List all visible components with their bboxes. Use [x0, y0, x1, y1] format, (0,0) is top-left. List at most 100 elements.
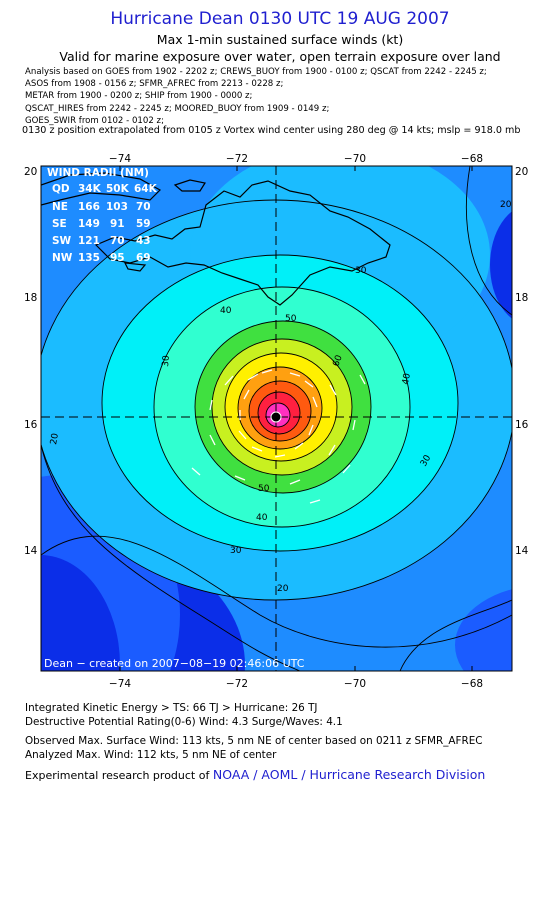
wind-barb: [359, 374, 366, 385]
contour-line: [194, 320, 372, 494]
contour-label: 40: [401, 372, 413, 385]
contour-label: 50: [285, 314, 297, 324]
contour-label: 20: [500, 200, 512, 210]
contour-line: [211, 338, 353, 476]
hurricane-eye-marker: [270, 411, 282, 423]
wind-barb: [247, 373, 259, 381]
wind-radii-cell: 135: [78, 252, 100, 264]
contour-label: 40: [220, 306, 232, 316]
wind-barb: [224, 375, 234, 386]
lat-tick-label: 14: [515, 545, 529, 557]
analysis-line: QSCAT_HIRES from 2242 - 2245 z; MOORED_B…: [25, 103, 330, 114]
wind-radii-cell: 43: [136, 235, 151, 247]
ike-line: Integrated Kinetic Energy > TS: 66 TJ > …: [25, 702, 318, 714]
observed-wind-line: Observed Max. Surface Wind: 113 kts, 5 n…: [25, 735, 483, 747]
coastline-hispaniola: [94, 180, 391, 306]
lon-tick-label: −68: [461, 678, 483, 690]
wind-radii-cell: 95: [110, 252, 125, 264]
wind-radii-cell: NW: [52, 252, 73, 264]
wind-radii-cell: 103: [106, 201, 128, 213]
map-subtitle-validity: Valid for marine exposure over water, op…: [59, 49, 501, 64]
wind-barb: [209, 399, 213, 411]
wind-radii-cell: 166: [78, 201, 100, 213]
wind-barb: [191, 467, 201, 476]
contour-line: [41, 444, 301, 671]
analysis-line: Analysis based on GOES from 1902 - 2202 …: [25, 67, 487, 77]
lat-tick-label: 20: [515, 166, 528, 178]
wind-radii-cell: SW: [52, 235, 72, 247]
wind-radii-title: WIND RADII (NM): [47, 167, 149, 179]
wind-barb: [209, 434, 216, 446]
contour-line: [41, 535, 512, 648]
contour-line: [237, 366, 323, 450]
contour-label: 60: [331, 354, 344, 368]
contour-label: 30: [230, 546, 242, 556]
wind-barb: [289, 372, 301, 377]
wind-map: −74 −72 −70 −68 −74 −72 −70 −68 20 18 16…: [0, 145, 560, 700]
contour-line: [265, 402, 291, 428]
wind-barb: [261, 369, 273, 374]
wind-band-deep-blue: [490, 211, 512, 319]
wind-barb: [342, 464, 351, 474]
lon-tick-label: −70: [344, 153, 366, 165]
analysis-line: GOES_SWIR from 0102 - 0102 z;: [25, 115, 164, 126]
contour-label: 50: [258, 484, 270, 494]
wind-barb: [294, 442, 304, 450]
map-credit: Dean − created on 2007−08−19 02:46:06 UT…: [44, 657, 305, 670]
wind-barb: [308, 424, 314, 436]
wind-band-deep-blue: [41, 555, 120, 671]
wind-radii-cell: NE: [52, 201, 68, 213]
coastline: [41, 172, 391, 306]
lon-tick-label: −72: [226, 153, 248, 165]
analyzed-wind-line: Analyzed Max. Wind: 112 kts, 5 nm NE of …: [25, 749, 277, 761]
wind-radii-cell: 149: [78, 218, 100, 230]
position-note: 0130 z position extrapolated from 0105 z…: [22, 125, 521, 136]
product-credit-prefix: Experimental research product of: [25, 769, 213, 782]
lon-tick-label: −68: [461, 153, 483, 165]
wind-barb: [243, 389, 250, 400]
coastline-island: [173, 179, 206, 192]
analysis-line: METAR from 1900 - 0200 z; SHIP from 1900…: [25, 91, 253, 102]
lat-tick-label: 16: [24, 419, 38, 431]
map-title: Hurricane Dean 0130 UTC 19 AUG 2007: [110, 9, 450, 29]
contour-line: [465, 166, 512, 316]
lat-tick-label: 14: [24, 545, 38, 557]
wind-radii-cell: 121: [78, 235, 100, 247]
wind-radii-header-cell: 50K: [106, 183, 130, 195]
wind-barb: [274, 454, 286, 458]
lat-tick-label: 18: [24, 292, 37, 304]
wind-radii-cell: 91: [110, 218, 125, 230]
wind-radii-header-cell: QD: [52, 183, 70, 195]
wind-barb: [328, 444, 336, 456]
contour-line: [101, 254, 459, 552]
wind-barb: [238, 430, 247, 440]
wind-barb: [234, 475, 246, 481]
map-frame: [40, 165, 513, 672]
contour-line: [257, 391, 301, 435]
contour-line: [41, 199, 512, 601]
contour-label: 30: [355, 266, 367, 276]
wind-radii-header-cell: 64K: [134, 183, 158, 195]
lon-tick-label: −72: [226, 678, 248, 690]
wind-radii-cell: 69: [136, 252, 151, 264]
contour-label: 20: [49, 432, 61, 445]
wind-barb: [251, 446, 263, 452]
coastline-cuba: [41, 172, 161, 206]
dpr-line: Destructive Potential Rating(0-6) Wind: …: [25, 716, 343, 728]
wind-radii-cell: 59: [136, 218, 151, 230]
contour-label: 20: [277, 584, 289, 594]
contour-label: 30: [161, 355, 172, 368]
coastline-island: [123, 262, 147, 272]
lon-tick-label: −74: [109, 153, 131, 165]
lat-tick-label: 16: [515, 419, 529, 431]
wind-barb: [304, 380, 314, 388]
wind-radii-cell: 70: [110, 235, 125, 247]
lat-tick-label: 20: [24, 166, 37, 178]
lat-tick-label: 18: [515, 292, 528, 304]
aoml-link[interactable]: NOAA / AOML / Hurricane Research Divisio…: [212, 767, 486, 782]
wind-barb: [352, 419, 356, 431]
contour-label: 40: [256, 513, 268, 523]
wind-radii-cell: SE: [52, 218, 67, 230]
analysis-sources: Analysis based on GOES from 1902 - 2202 …: [25, 66, 487, 127]
contour-line: [248, 380, 312, 442]
